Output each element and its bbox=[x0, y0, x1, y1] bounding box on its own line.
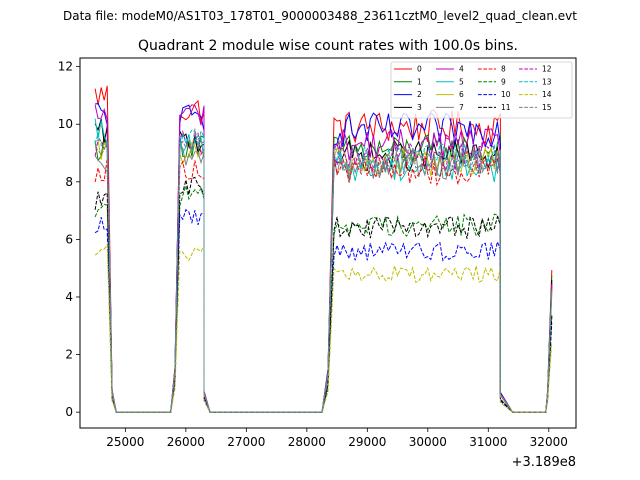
x-axis: 25000 26000 27000 28000 29000 30000 31000 32000 bbox=[106, 428, 568, 449]
y-tick-label: 4 bbox=[65, 290, 73, 304]
series-line-15 bbox=[94, 128, 553, 413]
series-line-1 bbox=[94, 134, 553, 413]
legend-label-0: 0 bbox=[417, 65, 422, 74]
legend-label-1: 1 bbox=[417, 77, 422, 86]
series-line-12 bbox=[94, 130, 553, 413]
legend-label-13: 13 bbox=[542, 77, 552, 86]
legend-label-6: 6 bbox=[459, 90, 464, 99]
legend-label-4: 4 bbox=[459, 65, 464, 74]
legend-label-5: 5 bbox=[459, 77, 464, 86]
y-tick-label: 2 bbox=[65, 348, 73, 362]
x-tick-label: 27000 bbox=[227, 435, 265, 449]
x-tick-label: 30000 bbox=[409, 435, 447, 449]
legend-label-9: 9 bbox=[501, 77, 506, 86]
series-line-2 bbox=[95, 103, 553, 413]
series-line-13 bbox=[94, 129, 553, 413]
series-line-9 bbox=[94, 184, 553, 413]
legend-label-3: 3 bbox=[417, 103, 422, 112]
x-tick-label: 25000 bbox=[106, 435, 144, 449]
series-line-10 bbox=[94, 208, 553, 413]
series-line-7 bbox=[94, 145, 553, 413]
y-tick-label: 6 bbox=[65, 232, 73, 246]
x-tick-label: 26000 bbox=[167, 435, 205, 449]
series-line-11 bbox=[94, 176, 553, 413]
series-line-6 bbox=[94, 139, 553, 413]
legend-box bbox=[390, 61, 573, 119]
legend-label-11: 11 bbox=[501, 103, 511, 112]
series-line-4 bbox=[94, 104, 553, 413]
legend-label-2: 2 bbox=[417, 90, 422, 99]
y-tick-label: 10 bbox=[58, 117, 73, 131]
legend-label-14: 14 bbox=[542, 90, 552, 99]
y-tick-label: 12 bbox=[58, 60, 73, 74]
plot-area bbox=[94, 85, 553, 413]
series-line-14 bbox=[94, 243, 553, 413]
legend-label-10: 10 bbox=[501, 90, 511, 99]
y-axis: 0 2 4 6 8 10 12 bbox=[58, 60, 80, 419]
axes-frame bbox=[79, 57, 577, 429]
legend-label-7: 7 bbox=[459, 103, 464, 112]
x-tick-label: 28000 bbox=[288, 435, 326, 449]
legend-label-8: 8 bbox=[501, 65, 506, 74]
series-line-0 bbox=[94, 85, 553, 413]
chart-title: Quadrant 2 module wise count rates with … bbox=[138, 38, 518, 54]
y-tick-label: 0 bbox=[65, 405, 73, 419]
figure-suptitle: Data file: modeM0/AS1T03_178T01_90000034… bbox=[63, 9, 577, 23]
x-tick-label: 29000 bbox=[348, 435, 386, 449]
x-tick-label: 31000 bbox=[469, 435, 507, 449]
x-offset-label: +3.189e8 bbox=[512, 455, 576, 470]
legend-label-15: 15 bbox=[542, 103, 552, 112]
legend-label-12: 12 bbox=[542, 65, 552, 74]
x-tick-label: 32000 bbox=[530, 435, 568, 449]
series-line-8 bbox=[94, 155, 553, 413]
y-tick-label: 8 bbox=[65, 175, 73, 189]
